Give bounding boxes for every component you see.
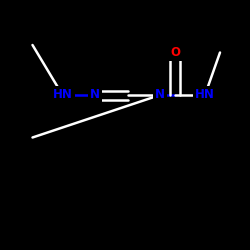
Text: HN: HN	[195, 88, 215, 102]
Text: O: O	[170, 46, 180, 59]
Text: N: N	[90, 88, 100, 102]
Text: HN: HN	[52, 88, 72, 102]
Text: N: N	[155, 88, 165, 102]
